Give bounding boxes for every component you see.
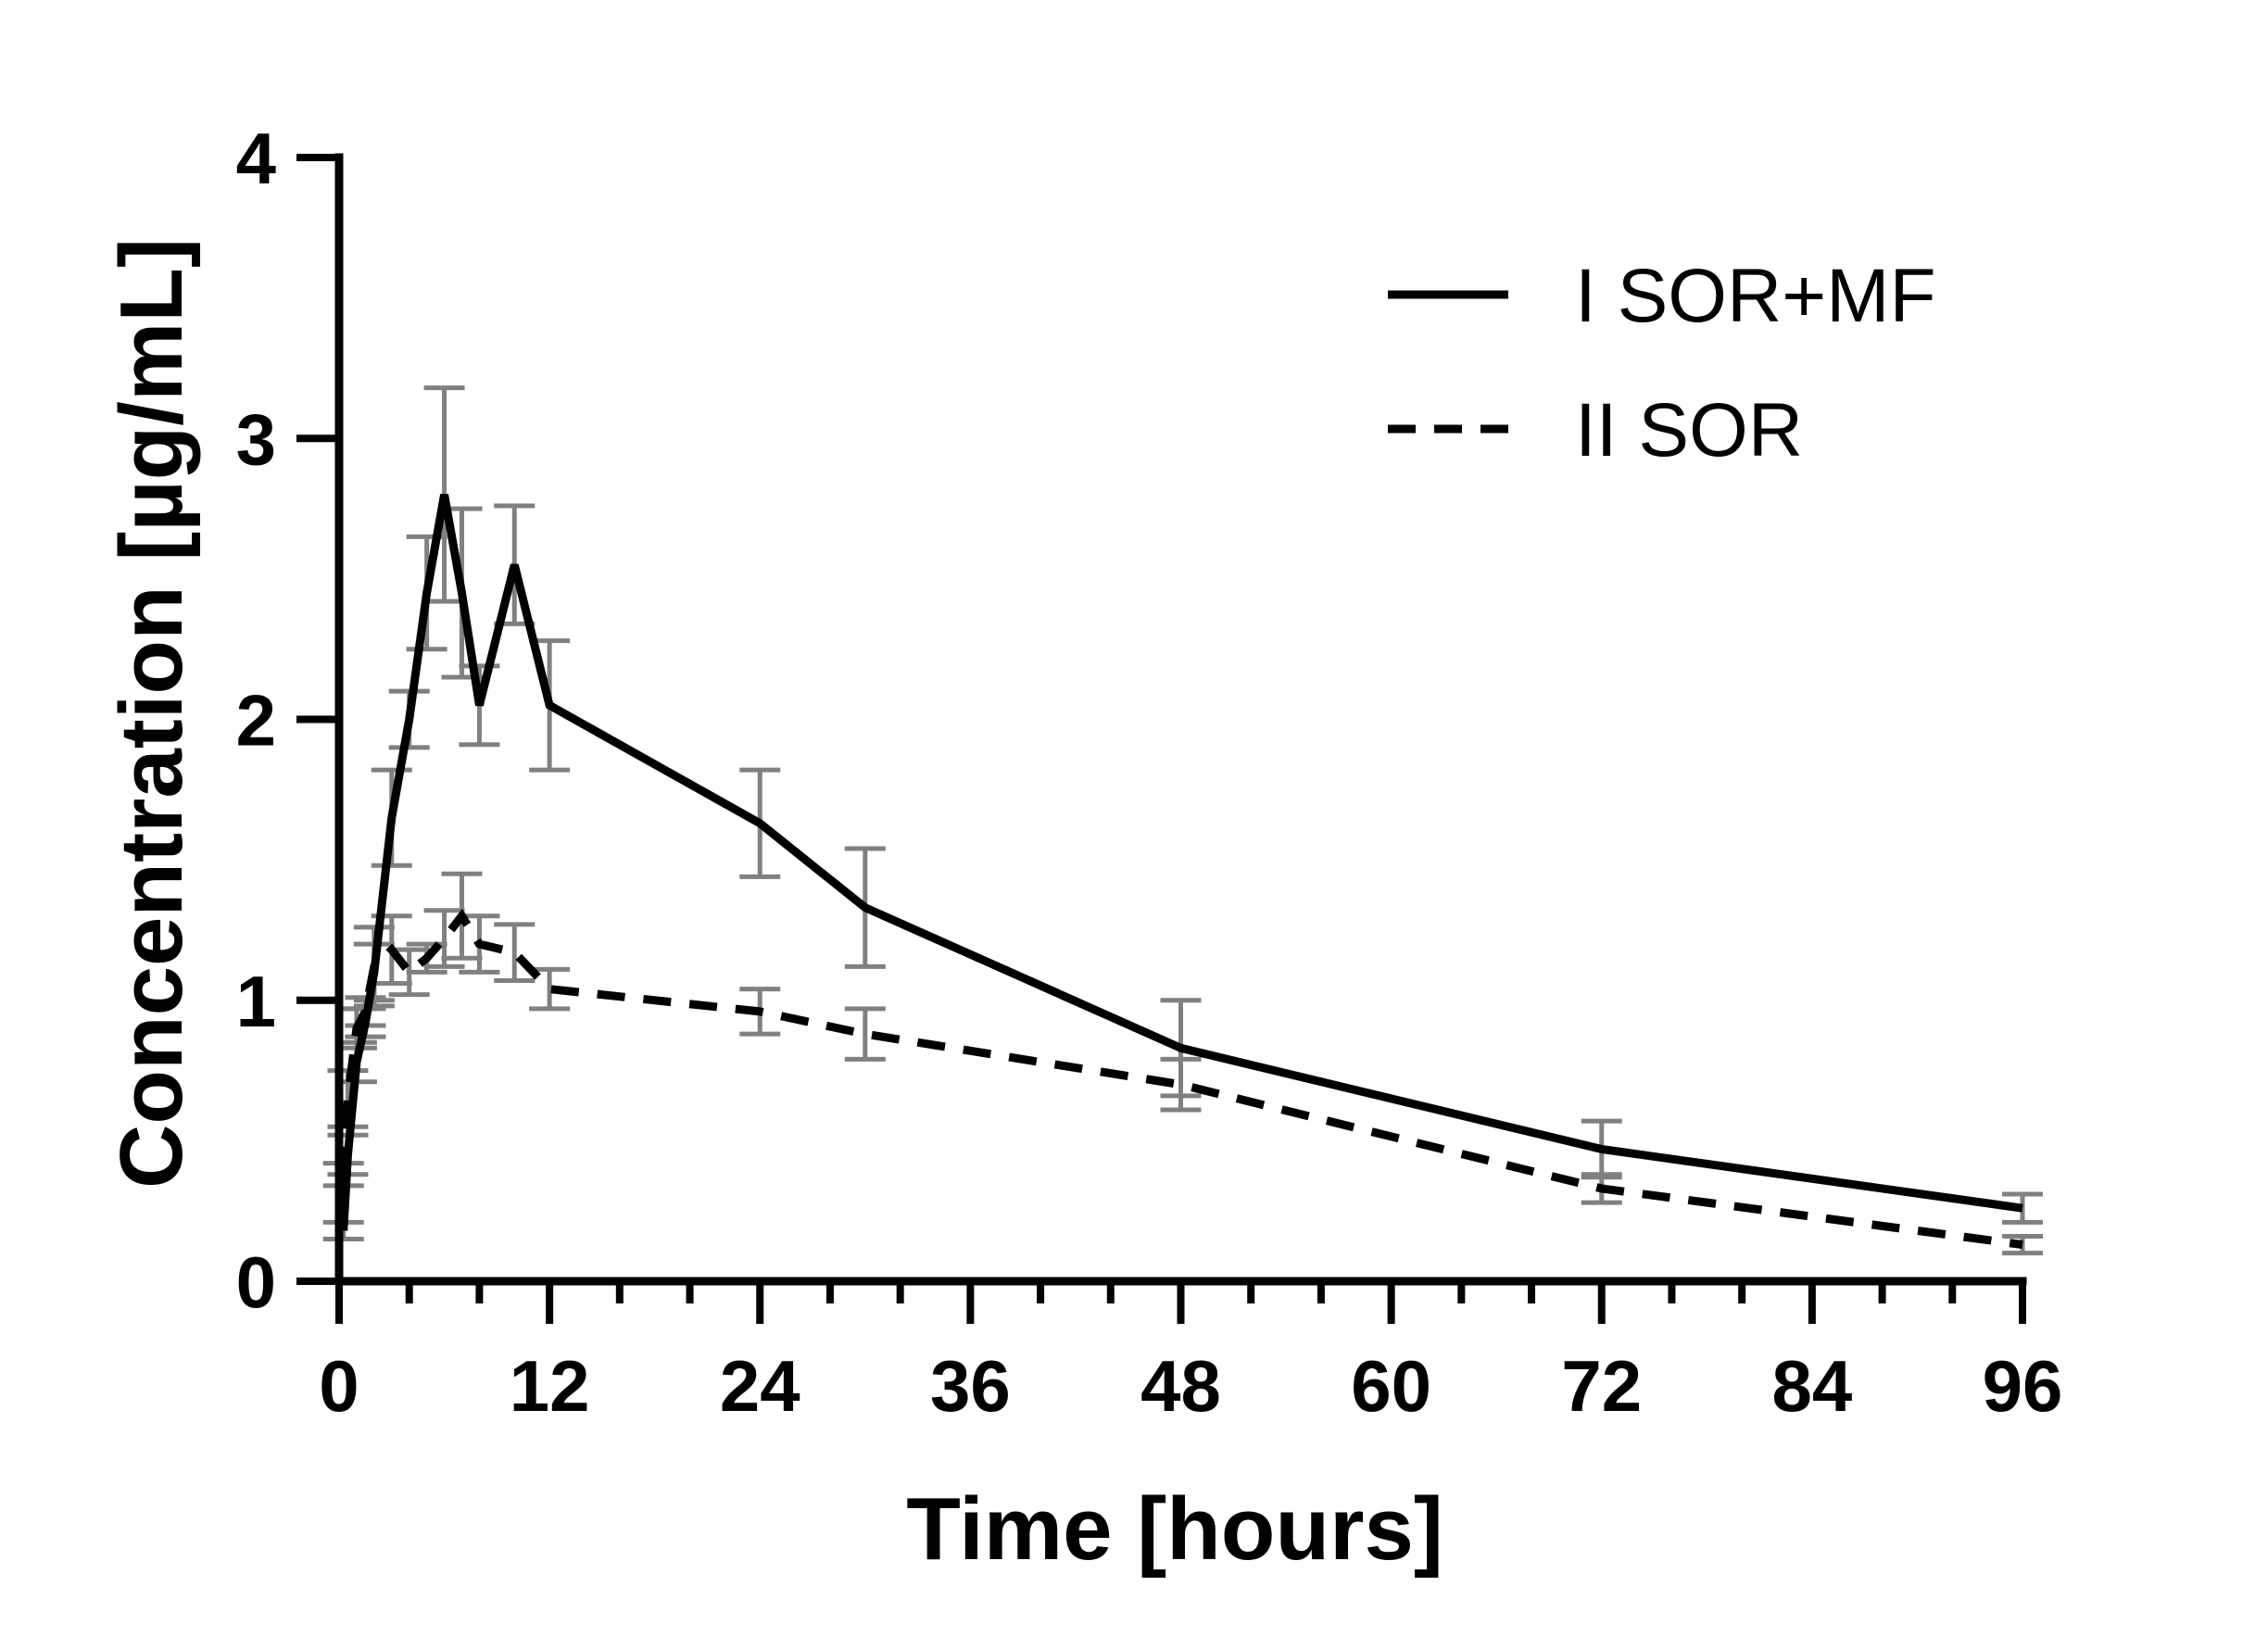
x-tick-label: 48 (1140, 1345, 1221, 1427)
error-bar (844, 1006, 886, 1062)
x-axis-title: Time [hours] (906, 1479, 1443, 1579)
y-tick-label: 4 (236, 118, 276, 199)
y-tick-label: 2 (236, 680, 276, 762)
y-tick-label: 1 (236, 961, 276, 1042)
series-lines (339, 494, 2023, 1250)
legend-item: I SOR+MF (1388, 254, 1936, 338)
x-tick-label: 72 (1561, 1345, 1642, 1427)
x-tick-label: 0 (319, 1345, 359, 1427)
legend-label: I SOR+MF (1575, 254, 1936, 338)
series-line-1 (339, 494, 2023, 1231)
x-tick-label: 96 (1983, 1345, 2063, 1427)
x-tick-label: 24 (720, 1345, 800, 1427)
error-bar (494, 922, 536, 984)
x-tick-label: 84 (1771, 1345, 1852, 1427)
x-tick-label: 12 (510, 1345, 590, 1427)
x-tick-label: 60 (1351, 1345, 1431, 1427)
series-line-2 (339, 908, 2023, 1250)
y-tick-label: 0 (236, 1241, 276, 1323)
y-axis-title: Concentration [µg/mL] (102, 238, 201, 1189)
error-bars (322, 385, 2043, 1256)
legend-label: II SOR (1575, 388, 1803, 472)
y-tick-label: 3 (236, 398, 276, 480)
legend-item: II SOR (1388, 388, 1803, 472)
x-tick-label: 36 (930, 1345, 1011, 1427)
legend: I SOR+MF II SOR (1388, 254, 1936, 472)
error-bar (1160, 1056, 1202, 1113)
